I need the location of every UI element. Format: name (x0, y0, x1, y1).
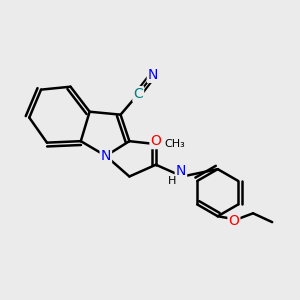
Text: N: N (100, 149, 111, 163)
Text: N: N (148, 68, 158, 82)
Text: CH₃: CH₃ (164, 139, 185, 149)
Text: N: N (176, 164, 186, 178)
Text: C: C (133, 87, 143, 101)
Text: O: O (229, 214, 239, 228)
Text: O: O (151, 134, 161, 148)
Text: H: H (168, 176, 176, 186)
